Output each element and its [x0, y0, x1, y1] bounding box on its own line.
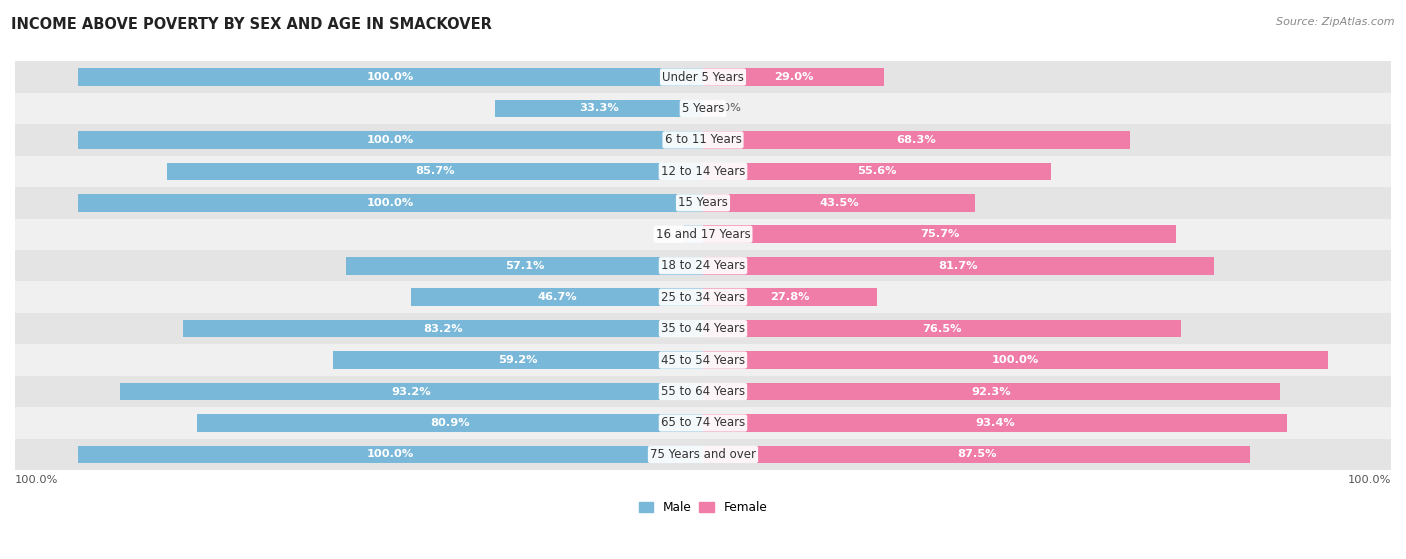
Text: Under 5 Years: Under 5 Years	[662, 70, 744, 83]
Text: 35 to 44 Years: 35 to 44 Years	[661, 322, 745, 335]
Text: 100.0%: 100.0%	[1347, 475, 1391, 485]
Bar	[703, 194, 976, 212]
Text: 0.0%: 0.0%	[713, 103, 741, 113]
Legend: Male, Female: Male, Female	[634, 496, 772, 519]
Bar	[15, 219, 1391, 250]
Text: 68.3%: 68.3%	[897, 135, 936, 145]
Bar	[183, 320, 703, 338]
Bar	[197, 414, 703, 432]
Bar	[15, 439, 1391, 470]
Bar	[703, 446, 1250, 463]
Text: 55 to 64 Years: 55 to 64 Years	[661, 385, 745, 398]
Bar	[703, 414, 1286, 432]
Bar	[15, 93, 1391, 124]
Bar	[411, 288, 703, 306]
Bar	[15, 124, 1391, 155]
Bar	[77, 68, 703, 86]
Bar	[703, 163, 1050, 180]
Bar	[15, 376, 1391, 408]
Bar	[495, 100, 703, 117]
Text: 75.7%: 75.7%	[920, 229, 959, 239]
Text: 12 to 14 Years: 12 to 14 Years	[661, 165, 745, 178]
Bar	[77, 131, 703, 149]
Text: 92.3%: 92.3%	[972, 386, 1011, 396]
Bar	[15, 281, 1391, 313]
Bar	[703, 383, 1281, 400]
Text: 43.5%: 43.5%	[820, 198, 859, 208]
Text: 85.7%: 85.7%	[415, 167, 454, 177]
Text: 45 to 54 Years: 45 to 54 Years	[661, 354, 745, 367]
Bar	[346, 257, 703, 274]
Text: 46.7%: 46.7%	[537, 292, 576, 302]
Bar	[77, 194, 703, 212]
Bar	[15, 313, 1391, 344]
Bar	[77, 446, 703, 463]
Text: 100.0%: 100.0%	[367, 72, 413, 82]
Bar	[15, 344, 1391, 376]
Text: 16 and 17 Years: 16 and 17 Years	[655, 228, 751, 241]
Bar	[703, 225, 1177, 243]
Text: 100.0%: 100.0%	[367, 449, 413, 459]
Text: 87.5%: 87.5%	[957, 449, 997, 459]
Text: 27.8%: 27.8%	[770, 292, 810, 302]
Bar	[703, 100, 721, 117]
Text: 80.9%: 80.9%	[430, 418, 470, 428]
Bar	[703, 351, 1329, 369]
Text: 57.1%: 57.1%	[505, 260, 544, 271]
Text: 81.7%: 81.7%	[939, 260, 979, 271]
Bar	[703, 288, 877, 306]
Bar	[15, 250, 1391, 281]
Text: 100.0%: 100.0%	[367, 198, 413, 208]
Text: 5 Years: 5 Years	[682, 102, 724, 115]
Text: 33.3%: 33.3%	[579, 103, 619, 113]
Text: 100.0%: 100.0%	[15, 475, 59, 485]
Text: 18 to 24 Years: 18 to 24 Years	[661, 259, 745, 272]
Bar	[167, 163, 703, 180]
Bar	[15, 155, 1391, 187]
Bar	[120, 383, 703, 400]
Text: 75 Years and over: 75 Years and over	[650, 448, 756, 461]
Bar	[685, 225, 703, 243]
Text: 93.2%: 93.2%	[392, 386, 432, 396]
Bar	[15, 61, 1391, 93]
Text: 29.0%: 29.0%	[773, 72, 814, 82]
Text: 100.0%: 100.0%	[993, 355, 1039, 365]
Text: 55.6%: 55.6%	[858, 167, 897, 177]
Text: 83.2%: 83.2%	[423, 324, 463, 334]
Text: 93.4%: 93.4%	[976, 418, 1015, 428]
Bar	[333, 351, 703, 369]
Text: 15 Years: 15 Years	[678, 196, 728, 209]
Text: 100.0%: 100.0%	[367, 135, 413, 145]
Bar	[15, 408, 1391, 439]
Text: INCOME ABOVE POVERTY BY SEX AND AGE IN SMACKOVER: INCOME ABOVE POVERTY BY SEX AND AGE IN S…	[11, 17, 492, 32]
Bar	[703, 68, 884, 86]
Text: 59.2%: 59.2%	[498, 355, 537, 365]
Text: 6 to 11 Years: 6 to 11 Years	[665, 134, 741, 146]
Bar	[703, 131, 1130, 149]
Bar	[15, 187, 1391, 219]
Bar	[703, 320, 1181, 338]
Bar	[703, 257, 1213, 274]
Text: 65 to 74 Years: 65 to 74 Years	[661, 416, 745, 429]
Text: 25 to 34 Years: 25 to 34 Years	[661, 291, 745, 304]
Text: Source: ZipAtlas.com: Source: ZipAtlas.com	[1277, 17, 1395, 27]
Text: 76.5%: 76.5%	[922, 324, 962, 334]
Text: 0.0%: 0.0%	[665, 229, 693, 239]
